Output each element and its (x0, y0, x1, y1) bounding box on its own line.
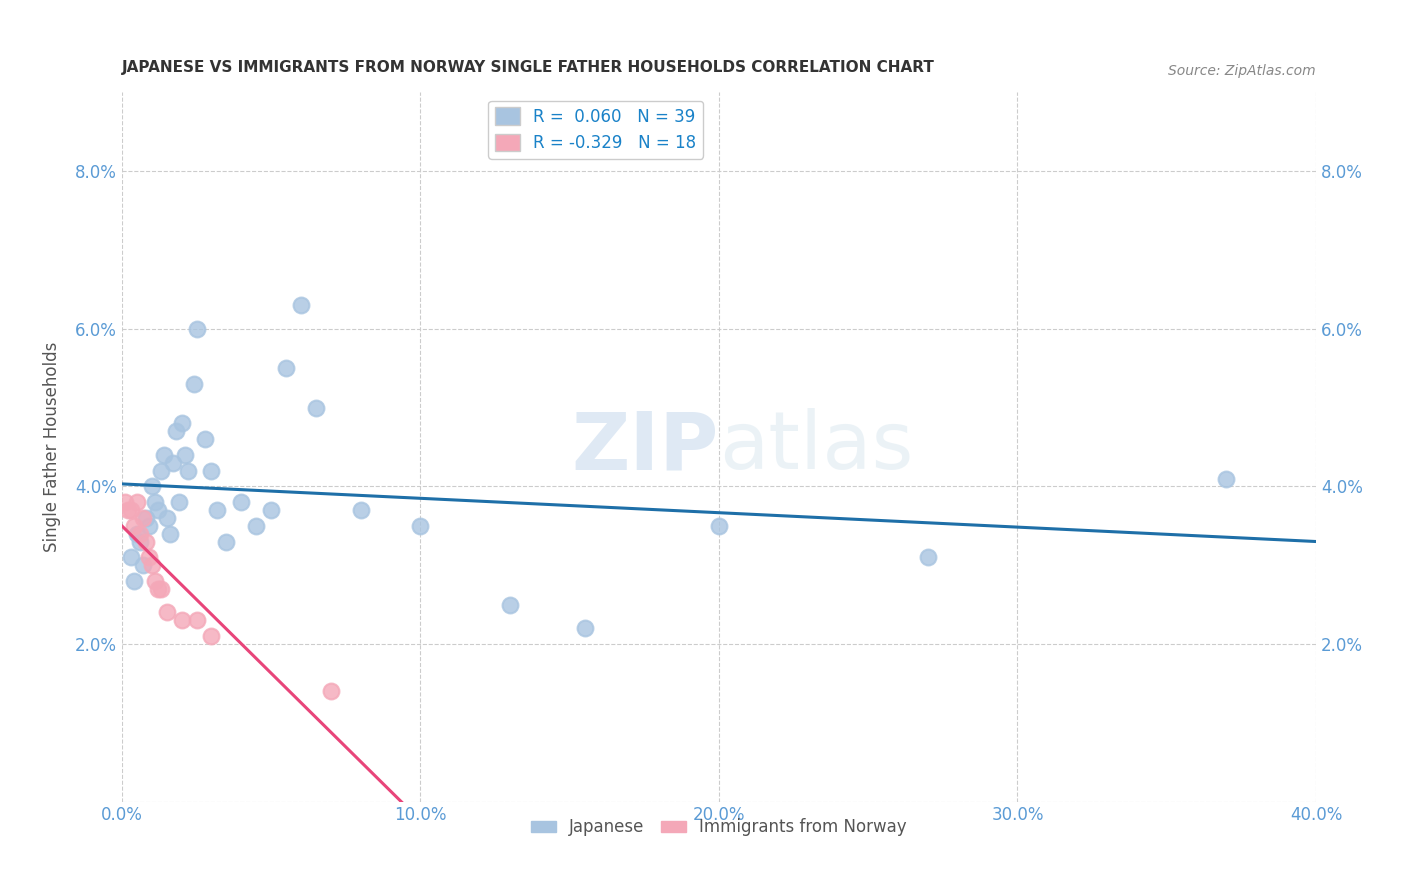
Point (122, 518, 145, 533)
Point (499, 598, 522, 612)
Point (120, 550, 142, 565)
Point (125, 495, 148, 509)
Point (231, 495, 253, 509)
Point (132, 558, 155, 573)
Point (149, 582, 172, 596)
Point (409, 518, 432, 533)
Point (305, 401, 328, 415)
Point (350, 503, 373, 517)
Point (149, 464, 172, 478)
Point (200, 464, 222, 478)
Point (125, 526, 148, 541)
Point (167, 495, 190, 509)
Point (290, 298, 312, 312)
Point (141, 479, 163, 493)
Point (200, 629, 222, 643)
Point (186, 322, 208, 336)
Point (141, 558, 163, 573)
Text: Source: ZipAtlas.com: Source: ZipAtlas.com (1168, 64, 1316, 78)
Point (186, 613, 208, 627)
Point (574, 621, 596, 635)
Point (120, 503, 142, 517)
Point (143, 574, 166, 588)
Point (183, 376, 205, 391)
Point (132, 511, 155, 525)
Point (135, 534, 157, 549)
Point (162, 456, 184, 470)
Point (176, 464, 198, 478)
Text: JAPANESE VS IMMIGRANTS FROM NORWAY SINGLE FATHER HOUSEHOLDS CORRELATION CHART: JAPANESE VS IMMIGRANTS FROM NORWAY SINGL… (122, 60, 935, 75)
Point (207, 503, 229, 517)
Point (128, 526, 150, 541)
Point (122, 574, 145, 588)
Point (159, 526, 181, 541)
Point (138, 550, 160, 565)
Point (156, 606, 179, 620)
Point (245, 518, 267, 533)
Point (260, 503, 283, 517)
Point (138, 518, 160, 533)
Point (170, 613, 193, 627)
Point (274, 361, 297, 376)
Point (128, 534, 150, 549)
Point (135, 511, 157, 525)
Point (114, 495, 136, 509)
Point (215, 534, 238, 549)
Point (146, 503, 169, 517)
Legend: Japanese, Immigrants from Norway: Japanese, Immigrants from Norway (524, 812, 914, 843)
Point (165, 424, 187, 438)
Point (319, 684, 342, 698)
Point (707, 518, 730, 533)
Text: atlas: atlas (718, 408, 914, 486)
Text: ZIP: ZIP (572, 408, 718, 486)
Point (173, 448, 195, 462)
Point (170, 417, 193, 431)
Point (194, 432, 217, 446)
Point (146, 582, 169, 596)
Point (156, 511, 179, 525)
Point (1215, 471, 1237, 485)
Point (117, 503, 139, 517)
Y-axis label: Single Father Households: Single Father Households (44, 342, 60, 552)
Point (152, 448, 174, 462)
Point (917, 550, 939, 565)
Point (143, 495, 166, 509)
